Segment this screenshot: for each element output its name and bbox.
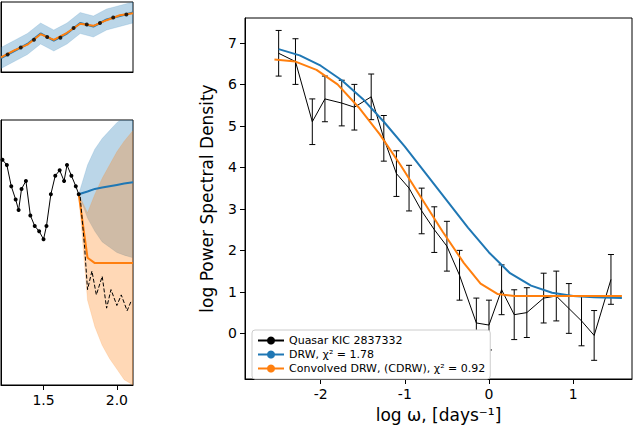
svg-text:3: 3 (228, 201, 237, 217)
svg-text:2: 2 (228, 242, 237, 258)
svg-text:-1: -1 (398, 386, 412, 402)
svg-text:1: 1 (228, 284, 237, 300)
svg-text:DRW, χ² = 1.78: DRW, χ² = 1.78 (289, 348, 374, 361)
svg-text:log ω, [days⁻¹]: log ω, [days⁻¹] (376, 405, 502, 425)
svg-text:Quasar KIC 2837332: Quasar KIC 2837332 (289, 334, 403, 347)
svg-text:4: 4 (228, 159, 237, 175)
svg-text:1: 1 (569, 386, 578, 402)
svg-text:1.5: 1.5 (32, 392, 54, 408)
svg-text:6: 6 (228, 76, 237, 92)
svg-text:2.0: 2.0 (106, 392, 128, 408)
svg-text:7: 7 (228, 35, 237, 51)
svg-text:Convolved DRW, (CDRW), χ² = 0.: Convolved DRW, (CDRW), χ² = 0.92 (289, 362, 485, 375)
svg-text:log Power Spectral Density: log Power Spectral Density (197, 84, 217, 312)
svg-text:0: 0 (228, 325, 237, 341)
svg-text:0: 0 (485, 386, 494, 402)
svg-text:5: 5 (228, 118, 237, 134)
svg-text:-2: -2 (314, 386, 328, 402)
